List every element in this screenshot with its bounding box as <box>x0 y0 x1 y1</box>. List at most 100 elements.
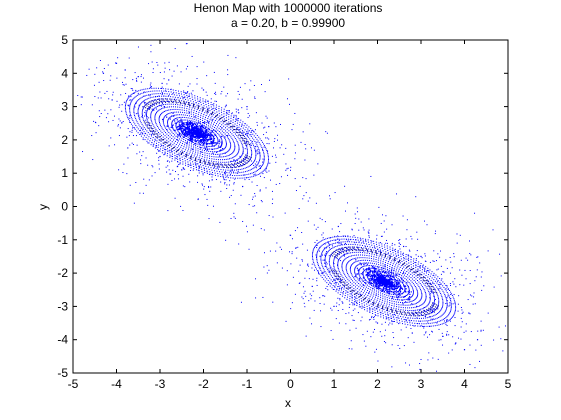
data-point <box>263 177 265 179</box>
data-point <box>187 164 189 166</box>
data-point <box>157 136 159 138</box>
data-point <box>184 160 186 162</box>
data-point <box>186 126 188 128</box>
data-point <box>199 122 201 124</box>
data-point <box>128 135 130 137</box>
data-point <box>406 283 408 285</box>
data-point <box>150 125 152 127</box>
data-point <box>376 288 378 290</box>
data-point <box>188 125 191 128</box>
data-point <box>221 130 223 132</box>
data-point <box>369 278 371 280</box>
data-point <box>362 273 364 275</box>
data-point <box>211 130 213 132</box>
data-point <box>138 106 140 108</box>
data-point <box>192 132 194 134</box>
data-point <box>182 209 184 211</box>
data-point <box>243 135 245 137</box>
data-point <box>142 107 144 109</box>
data-point <box>404 287 406 289</box>
data-point <box>336 273 338 275</box>
data-point <box>128 96 130 98</box>
data-point <box>393 277 395 279</box>
data-point <box>176 128 178 130</box>
data-point <box>234 175 236 177</box>
data-point <box>214 144 216 146</box>
data-point <box>159 150 161 152</box>
data-point <box>141 114 143 116</box>
data-point <box>386 278 388 280</box>
data-point <box>222 135 224 137</box>
data-point <box>149 95 151 97</box>
data-point <box>364 254 366 256</box>
data-point <box>408 278 410 280</box>
data-point <box>371 270 373 272</box>
data-point <box>195 135 198 137</box>
data-point <box>396 274 398 276</box>
data-point <box>356 284 358 286</box>
data-point <box>239 156 241 158</box>
data-point <box>198 140 201 142</box>
data-point <box>262 158 264 160</box>
data-point <box>407 291 409 293</box>
data-point <box>192 132 194 134</box>
data-point <box>358 274 360 276</box>
data-point <box>250 157 252 159</box>
data-point <box>398 292 401 295</box>
data-point <box>317 226 319 228</box>
data-point <box>140 76 142 78</box>
data-point <box>251 153 253 155</box>
data-point <box>149 122 151 124</box>
data-point <box>266 150 268 152</box>
data-point <box>219 155 221 157</box>
data-point <box>163 104 165 106</box>
data-point <box>379 276 381 278</box>
data-point <box>152 145 154 147</box>
data-point <box>196 132 198 134</box>
data-point <box>396 296 398 298</box>
data-point <box>400 293 402 295</box>
data-point <box>358 279 360 281</box>
data-point <box>140 103 142 105</box>
data-point <box>373 282 375 284</box>
data-point <box>156 112 158 114</box>
data-point <box>164 67 166 69</box>
data-point <box>195 164 197 166</box>
data-point <box>192 120 194 122</box>
data-point <box>166 100 168 102</box>
data-point <box>246 147 248 149</box>
data-point <box>388 286 390 288</box>
data-point <box>130 99 132 101</box>
data-point <box>192 101 194 103</box>
data-point <box>217 142 219 144</box>
data-point <box>163 71 165 73</box>
data-point <box>82 151 84 153</box>
data-point <box>211 160 213 162</box>
data-point <box>163 107 165 109</box>
data-point <box>130 102 132 104</box>
data-point <box>171 120 173 122</box>
data-point <box>374 279 376 281</box>
data-point <box>242 137 244 139</box>
data-point <box>403 295 405 297</box>
data-point <box>186 143 188 145</box>
data-point <box>362 292 364 294</box>
data-point <box>385 270 387 272</box>
data-point <box>193 116 195 118</box>
data-point <box>390 295 392 297</box>
data-point <box>239 168 241 170</box>
data-point <box>333 261 335 263</box>
data-point <box>186 141 188 143</box>
data-point <box>177 174 179 176</box>
data-point <box>128 118 130 120</box>
data-point <box>152 72 154 74</box>
data-point <box>184 129 186 131</box>
data-point <box>237 152 239 154</box>
data-point <box>142 137 144 139</box>
data-point <box>343 272 345 274</box>
data-point <box>158 136 160 138</box>
data-point <box>179 106 181 108</box>
data-point <box>375 284 378 286</box>
data-point <box>222 149 224 151</box>
data-point <box>239 155 241 157</box>
